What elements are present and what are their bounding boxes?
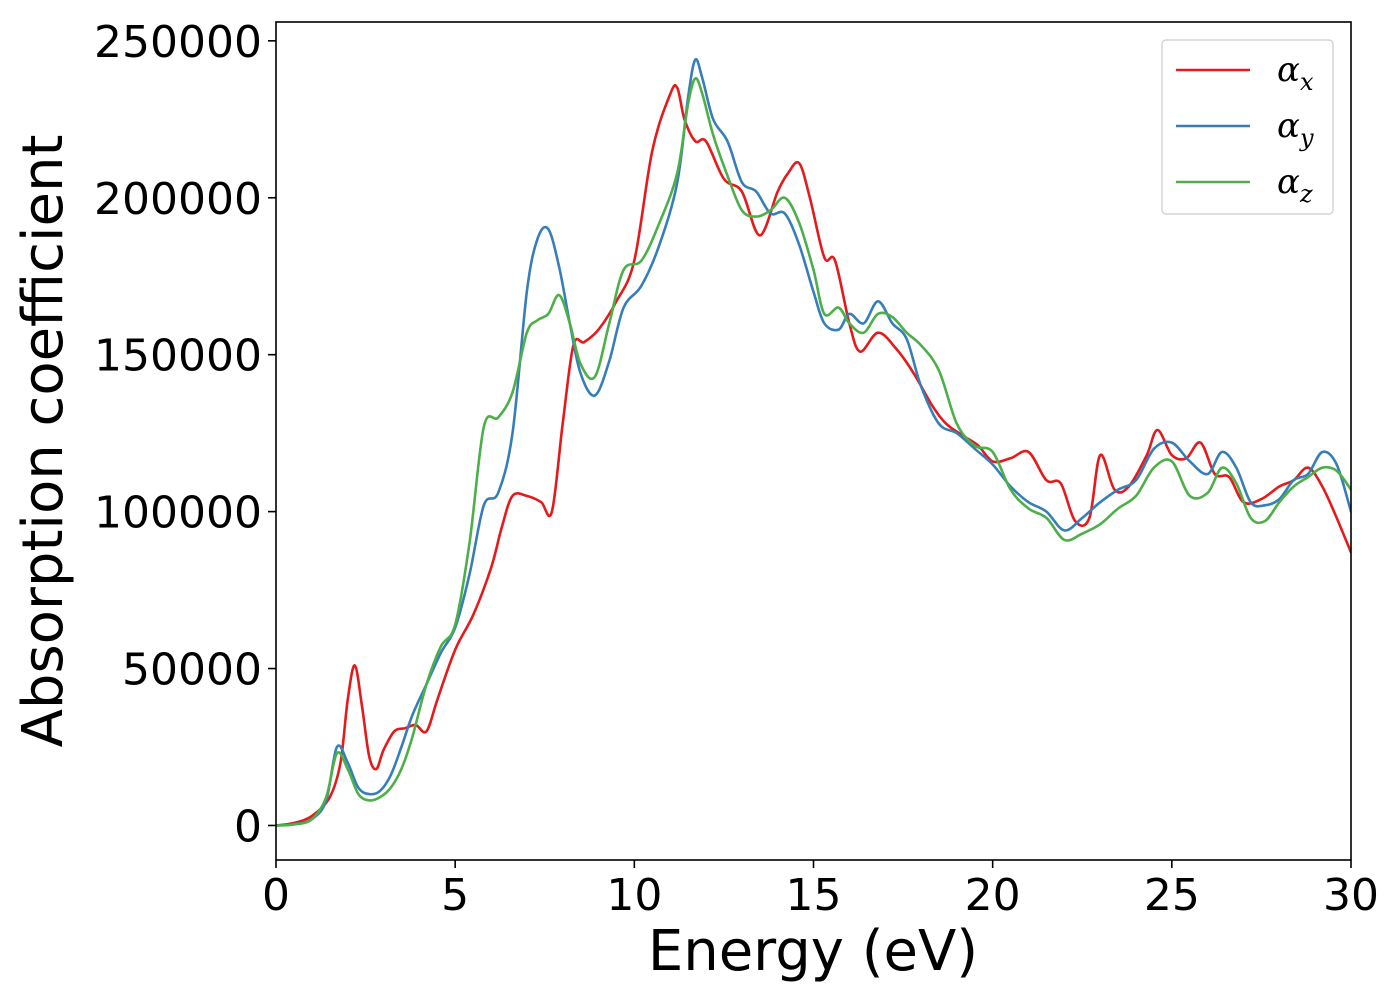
y-tick-label: 150000 [94, 331, 262, 382]
y-tick-label: 0 [234, 801, 262, 852]
series-line-z [276, 77, 1351, 827]
x-tick-label: 30 [1323, 870, 1379, 921]
y-tick-label: 200000 [94, 174, 262, 225]
x-tick-label: 20 [965, 870, 1021, 921]
y-tick-label: 250000 [94, 17, 262, 68]
x-tick-label: 25 [1144, 870, 1200, 921]
y-axis: 0 50000 100000 150000 200000 250000 [94, 17, 276, 852]
y-tick-label: 50000 [122, 645, 262, 696]
y-tick-label: 100000 [94, 488, 262, 539]
x-tick-label: 5 [441, 870, 469, 921]
x-tick-label: 0 [262, 870, 290, 921]
x-axis: 0 5 10 15 20 25 30 [262, 860, 1379, 921]
y-axis-title: Absorption coefficient [11, 135, 76, 748]
x-axis-title: Energy (eV) [648, 919, 978, 984]
x-tick-label: 10 [606, 870, 662, 921]
series-layer [276, 57, 1351, 827]
x-tick-label: 15 [786, 870, 842, 921]
series-line-y [276, 57, 1351, 827]
